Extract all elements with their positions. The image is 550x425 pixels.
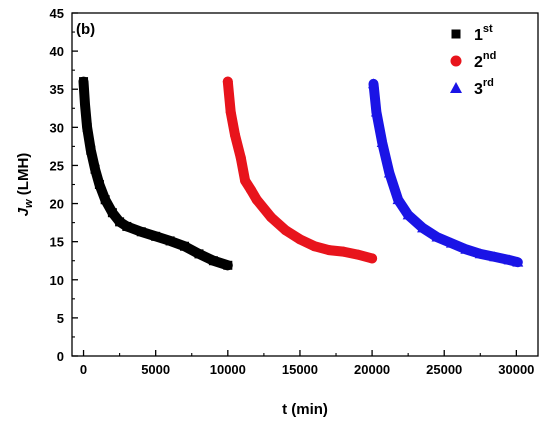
legend-label-main: 3 [474,81,483,98]
legend: 1st 2nd 3rd [450,23,496,98]
series-1-point [122,221,132,231]
series-3-point [402,209,414,220]
y-tick-label: 40 [50,44,64,59]
series-2-band [222,76,378,264]
legend-label-sup: rd [483,77,494,89]
y-axis-title: Jw (LMH) [15,153,35,217]
series-1-point [82,122,92,132]
series-3-point [445,237,457,248]
series-3-point [431,231,443,242]
y-tick-label: 20 [50,197,64,212]
y-tick-label: 10 [50,273,64,288]
legend-label-1: 1st [474,23,493,44]
x-tick-label: 10000 [210,362,246,377]
x-tick-label: 5000 [141,362,170,377]
series-2-point [245,184,256,195]
series-1-point [151,231,161,241]
y-tick-label: 25 [50,158,64,173]
y-axis-title-rest: (LMH) [15,153,32,200]
legend-marker-3 [450,82,462,93]
series-2-point [240,175,251,186]
series-3-point [474,248,486,259]
series-3-point [512,256,524,267]
series-1-point [94,180,104,189]
legend-label-2: 2nd [474,50,496,71]
y-tick-label: 15 [50,235,64,250]
legend-label-main: 2 [474,54,483,71]
series-1 [78,76,233,271]
x-axis-title: t (min) [282,401,328,418]
series-2-point [225,107,236,118]
x-tick-label: 25000 [426,362,462,377]
series-2-point [280,225,291,236]
series-3-point [503,254,515,265]
series-1-point [115,217,125,227]
series-1-point [79,77,89,87]
series-1-point [136,227,146,237]
series-1-point [80,99,90,109]
series-2-point [323,245,334,256]
series-2-point [235,152,246,163]
series-3-point [417,222,429,233]
y-tick-label: 5 [57,311,64,326]
tick-labels: 0 5000 10000 15000 20000 25000 30000 0 5 10 15 20 25… [50,6,535,377]
series-1-point [208,256,218,266]
series-1-point [86,145,96,155]
series-1-point [180,241,190,251]
series-3-point [368,78,380,89]
series-2-point [230,129,241,140]
series-1-point [165,236,175,246]
series-2 [222,76,378,264]
legend-label-3: 3rd [474,77,494,98]
series-3-point [370,106,382,117]
y-tick-label: 0 [57,349,64,364]
series-2-point [251,194,262,205]
y-axis-title-main: J [15,207,32,216]
y-tick-label: 35 [50,82,64,97]
series-1-point [90,164,100,174]
series-3 [368,78,524,268]
series-1-point [194,249,204,259]
legend-label-sup: nd [483,50,496,62]
y-axis-title-sub: w [23,198,35,208]
series-2-point [352,249,363,260]
series-1-point [107,208,117,218]
panel-label: (b) [76,21,95,38]
series-2-point [367,253,378,264]
series-2-point [222,76,233,87]
y-tick-label: 45 [50,6,64,21]
series-2-point [294,234,305,245]
series-3-point [376,137,388,147]
axis-ticks [72,12,518,357]
series-3-point [489,251,501,262]
series-2-point [266,212,277,223]
series-3-band [368,78,523,268]
series-2-point [338,246,349,257]
legend-marker-1 [451,29,461,39]
series-1-point [100,195,110,205]
legend-label-main: 1 [474,27,483,44]
data-marks [78,76,524,271]
x-tick-label: 15000 [282,362,318,377]
series-3-point [392,194,404,205]
legend-marker-2 [450,55,462,67]
y-tick-label: 30 [50,120,64,135]
plot-frame [71,12,539,357]
series-2-point [309,241,320,252]
legend-label-sup: st [483,23,493,35]
x-tick-label: 20000 [354,362,390,377]
x-tick-label: 0 [80,362,87,377]
x-tick-label: 30000 [498,362,534,377]
series-1-point [223,260,233,270]
series-3-point [383,167,395,178]
series-3-point [460,243,472,254]
